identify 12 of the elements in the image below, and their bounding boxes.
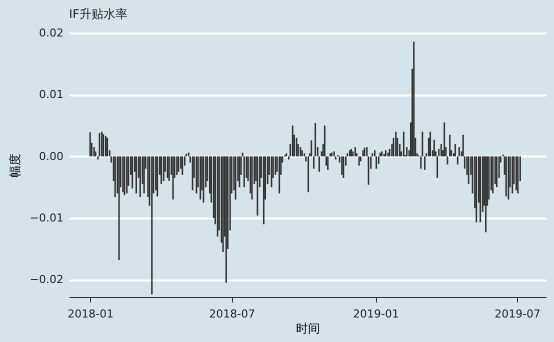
y-tick-label: −0.01 [30, 212, 64, 225]
x-tick-label: 2018-01 [68, 308, 114, 320]
x-tick-label: 2019-07 [494, 308, 541, 320]
x-axis-title: 时间 [296, 322, 320, 336]
y-tick-label: −0.02 [30, 273, 64, 286]
chart-title: IF升贴水率 [69, 7, 128, 21]
x-tick-label: 2018-07 [209, 308, 256, 320]
y-axis-title: 幅度 [8, 154, 22, 178]
y-tick-label: 0.02 [39, 26, 64, 40]
y-tick-label: 0.00 [39, 150, 64, 163]
y-tick-label: 0.01 [39, 88, 64, 102]
x-tick-label: 2019-01 [353, 308, 400, 320]
